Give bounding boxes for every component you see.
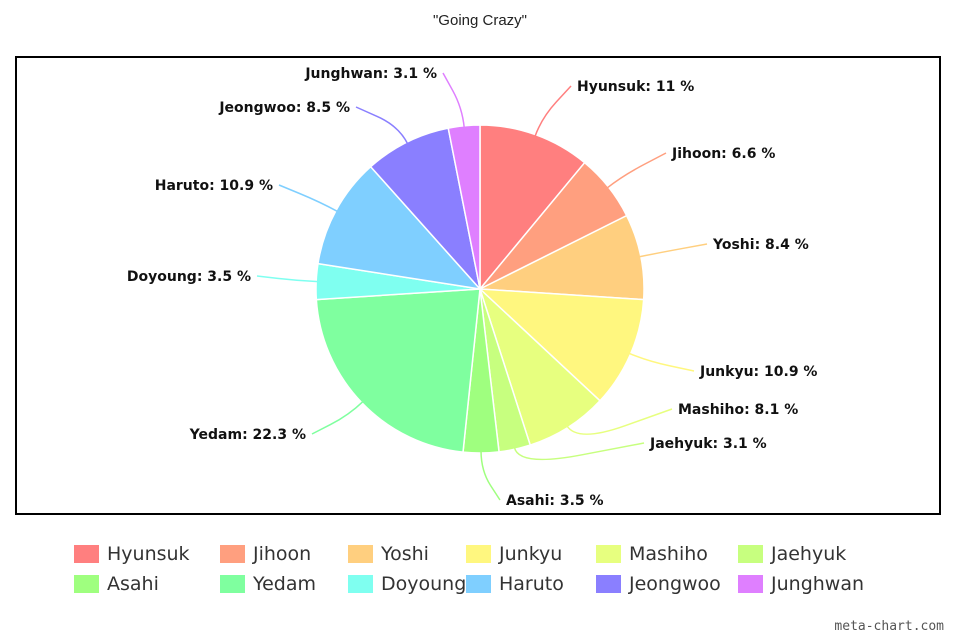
slice-label-mashiho: Mashiho: 8.1 % xyxy=(678,402,798,418)
leader-line-jaehyuk xyxy=(513,442,645,461)
legend-swatch xyxy=(220,545,245,563)
slice-label-yedam: Yedam: 22.3 % xyxy=(189,427,306,443)
slice-label-junghwan: Junghwan: 3.1 % xyxy=(304,66,437,82)
watermark: meta-chart.com xyxy=(834,619,944,634)
legend-item-doyoung[interactable]: Doyoung xyxy=(348,571,466,597)
leader-line-yoshi xyxy=(638,243,708,258)
legend-item-jihoon[interactable]: Jihoon xyxy=(220,541,311,567)
legend-item-yoshi[interactable]: Yoshi xyxy=(348,541,429,567)
slice-label-yoshi: Yoshi: 8.4 % xyxy=(712,237,809,253)
leader-line-hyunsuk xyxy=(534,85,572,137)
legend-swatch xyxy=(348,545,373,563)
pie-slice-yedam[interactable] xyxy=(315,288,481,453)
leader-line-asahi xyxy=(480,450,501,501)
leader-line-jeongwoo xyxy=(355,106,409,145)
legend-item-junkyu[interactable]: Junkyu xyxy=(466,541,562,567)
leader-lines xyxy=(256,72,708,501)
legend-label: Junghwan xyxy=(771,573,865,595)
legend-label: Haruto xyxy=(499,573,564,595)
leader-line-yedam xyxy=(311,400,364,435)
leader-line-junkyu xyxy=(628,352,695,372)
legend-item-yedam[interactable]: Yedam xyxy=(220,571,316,597)
legend-swatch xyxy=(74,545,99,563)
slice-label-jeongwoo: Jeongwoo: 8.5 % xyxy=(218,100,350,116)
pie-slices xyxy=(315,124,645,454)
legend-swatch xyxy=(220,575,245,593)
legend-swatch xyxy=(596,545,621,563)
legend-item-jeongwoo[interactable]: Jeongwoo xyxy=(596,571,721,597)
legend-item-mashiho[interactable]: Mashiho xyxy=(596,541,708,567)
legend-label: Jaehyuk xyxy=(771,543,847,565)
leader-line-mashiho xyxy=(566,408,673,435)
slice-label-haruto: Haruto: 10.9 % xyxy=(155,178,273,194)
legend-label: Hyunsuk xyxy=(107,543,190,565)
legend-swatch xyxy=(74,575,99,593)
legend-swatch xyxy=(738,545,763,563)
legend-swatch xyxy=(348,575,373,593)
legend-label: Mashiho xyxy=(629,543,708,565)
legend-item-haruto[interactable]: Haruto xyxy=(466,571,564,597)
legend-swatch xyxy=(466,545,491,563)
legend-item-junghwan[interactable]: Junghwan xyxy=(738,571,864,597)
legend-item-asahi[interactable]: Asahi xyxy=(74,571,159,597)
legend-label: Asahi xyxy=(107,573,159,595)
legend-label: Jihoon xyxy=(253,543,312,565)
leader-line-doyoung xyxy=(256,275,319,283)
legend-label: Yoshi xyxy=(381,543,429,565)
slice-label-jihoon: Jihoon: 6.6 % xyxy=(671,146,775,162)
slice-label-hyunsuk: Hyunsuk: 11 % xyxy=(577,79,694,95)
slice-label-asahi: Asahi: 3.5 % xyxy=(506,493,604,509)
legend-item-hyunsuk[interactable]: Hyunsuk xyxy=(74,541,190,567)
slice-label-junkyu: Junkyu: 10.9 % xyxy=(699,364,817,380)
legend-label: Jeongwoo xyxy=(629,573,721,595)
legend-swatch xyxy=(738,575,763,593)
slice-labels: Hyunsuk: 11 % Jihoon: 6.6 % Yoshi: 8.4 % Ju… xyxy=(127,66,818,509)
legend-item-jaehyuk[interactable]: Jaehyuk xyxy=(738,541,846,567)
leader-line-junghwan xyxy=(442,72,465,128)
legend-swatch xyxy=(596,575,621,593)
chart-title: "Going Crazy" xyxy=(432,12,527,29)
legend-label: Junkyu xyxy=(499,543,563,565)
leader-line-haruto xyxy=(278,184,339,213)
slice-label-doyoung: Doyoung: 3.5 % xyxy=(127,269,251,285)
legend-label: Yedam xyxy=(253,573,316,595)
legend-swatch xyxy=(466,575,491,593)
legend-label: Doyoung xyxy=(381,573,467,595)
chart-frame xyxy=(15,56,941,515)
legend: Hyunsuk Jihoon Yoshi Junkyu Mashiho Jaehyuk As… xyxy=(0,541,960,611)
slice-label-jaehyuk: Jaehyuk: 3.1 % xyxy=(649,436,767,452)
leader-line-jihoon xyxy=(606,152,667,189)
